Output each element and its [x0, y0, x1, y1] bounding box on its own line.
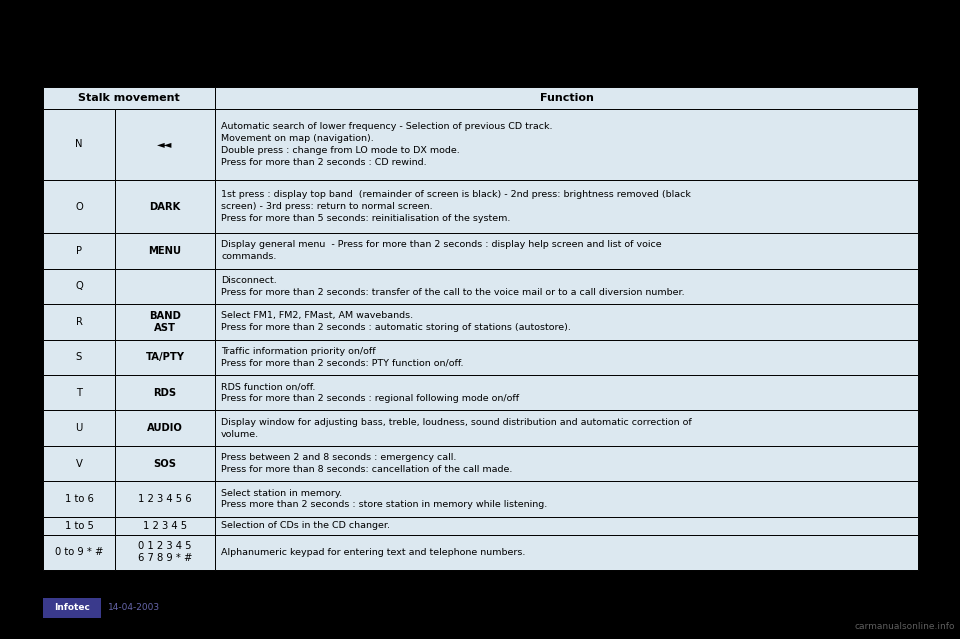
Text: Display window for adjusting bass, treble, loudness, sound distribution and auto: Display window for adjusting bass, trebl…: [221, 418, 692, 438]
Text: O: O: [75, 201, 83, 212]
Text: MENU: MENU: [149, 246, 181, 256]
Text: 1st press : display top band  (remainder of screen is black) - 2nd press: bright: 1st press : display top band (remainder …: [221, 190, 691, 223]
Bar: [43, 446, 115, 481]
Bar: [43, 410, 115, 446]
Text: 1 2 3 4 5 6: 1 2 3 4 5 6: [138, 494, 192, 504]
Text: Press between 2 and 8 seconds : emergency call.
Press for more than 8 seconds: c: Press between 2 and 8 seconds : emergenc…: [221, 453, 513, 474]
Bar: [43, 233, 115, 268]
Bar: [115, 410, 215, 446]
Bar: [115, 375, 215, 410]
Bar: [43, 304, 115, 339]
Bar: [115, 304, 215, 339]
Bar: [215, 268, 918, 304]
Bar: [215, 109, 918, 180]
Text: 1 to 5: 1 to 5: [64, 521, 93, 530]
Bar: [215, 481, 918, 517]
Bar: [115, 268, 215, 304]
Bar: [43, 87, 215, 109]
Text: R: R: [76, 317, 83, 327]
Bar: [43, 339, 115, 375]
Text: P: P: [76, 246, 82, 256]
Bar: [215, 375, 918, 410]
Text: N: N: [75, 139, 83, 150]
Text: Automatic search of lower frequency - Selection of previous CD track.
Movement o: Automatic search of lower frequency - Se…: [221, 122, 553, 167]
Bar: [215, 410, 918, 446]
Text: S: S: [76, 352, 83, 362]
Text: Select FM1, FM2, FMast, AM wavebands.
Press for more than 2 seconds : automatic : Select FM1, FM2, FMast, AM wavebands. Pr…: [221, 311, 571, 332]
Bar: [43, 535, 115, 570]
Bar: [115, 517, 215, 535]
Bar: [215, 517, 918, 535]
Text: Traffic information priority on/off
Press for more than 2 seconds: PTY function : Traffic information priority on/off Pres…: [221, 347, 464, 367]
Bar: [43, 375, 115, 410]
Text: 0 to 9 * #: 0 to 9 * #: [55, 547, 103, 557]
Text: 14-04-2003: 14-04-2003: [108, 603, 160, 613]
Text: carmanualsonline.info: carmanualsonline.info: [854, 622, 955, 631]
Text: Function: Function: [540, 93, 593, 103]
Bar: [215, 180, 918, 233]
Bar: [115, 446, 215, 481]
Text: Q: Q: [75, 281, 83, 291]
Bar: [115, 233, 215, 268]
Text: V: V: [76, 459, 83, 468]
Text: 1 to 6: 1 to 6: [64, 494, 93, 504]
Text: TA/PTY: TA/PTY: [146, 352, 184, 362]
Bar: [43, 598, 101, 618]
Bar: [43, 109, 115, 180]
Text: 1 2 3 4 5: 1 2 3 4 5: [143, 521, 187, 530]
Bar: [115, 535, 215, 570]
Text: Selection of CDs in the CD changer.: Selection of CDs in the CD changer.: [221, 521, 390, 530]
Bar: [215, 304, 918, 339]
Bar: [215, 87, 918, 109]
Text: U: U: [75, 423, 83, 433]
Text: DARK: DARK: [150, 201, 180, 212]
Text: T: T: [76, 388, 82, 397]
Bar: [115, 339, 215, 375]
Text: BAND
AST: BAND AST: [149, 311, 180, 333]
Text: SOS: SOS: [154, 459, 177, 468]
Text: ◄◄: ◄◄: [157, 139, 173, 150]
Text: Select station in memory.
Press more than 2 seconds : store station in memory wh: Select station in memory. Press more tha…: [221, 489, 547, 509]
Text: RDS: RDS: [154, 388, 177, 397]
Text: Disconnect.
Press for more than 2 seconds: transfer of the call to the voice mai: Disconnect. Press for more than 2 second…: [221, 276, 684, 296]
Bar: [115, 109, 215, 180]
Bar: [215, 535, 918, 570]
Text: Display general menu  - Press for more than 2 seconds : display help screen and : Display general menu - Press for more th…: [221, 240, 661, 261]
Text: Infotec: Infotec: [54, 603, 90, 613]
Text: RDS function on/off.
Press for more than 2 seconds : regional following mode on/: RDS function on/off. Press for more than…: [221, 382, 519, 403]
Text: 0 1 2 3 4 5
6 7 8 9 * #: 0 1 2 3 4 5 6 7 8 9 * #: [138, 541, 192, 564]
Bar: [115, 180, 215, 233]
Bar: [43, 268, 115, 304]
Text: Alphanumeric keypad for entering text and telephone numbers.: Alphanumeric keypad for entering text an…: [221, 548, 525, 557]
Bar: [215, 339, 918, 375]
Bar: [115, 481, 215, 517]
Text: Stalk movement: Stalk movement: [78, 93, 180, 103]
Bar: [215, 233, 918, 268]
Bar: [43, 481, 115, 517]
Text: AUDIO: AUDIO: [147, 423, 183, 433]
Bar: [215, 446, 918, 481]
Bar: [43, 180, 115, 233]
Bar: [43, 517, 115, 535]
